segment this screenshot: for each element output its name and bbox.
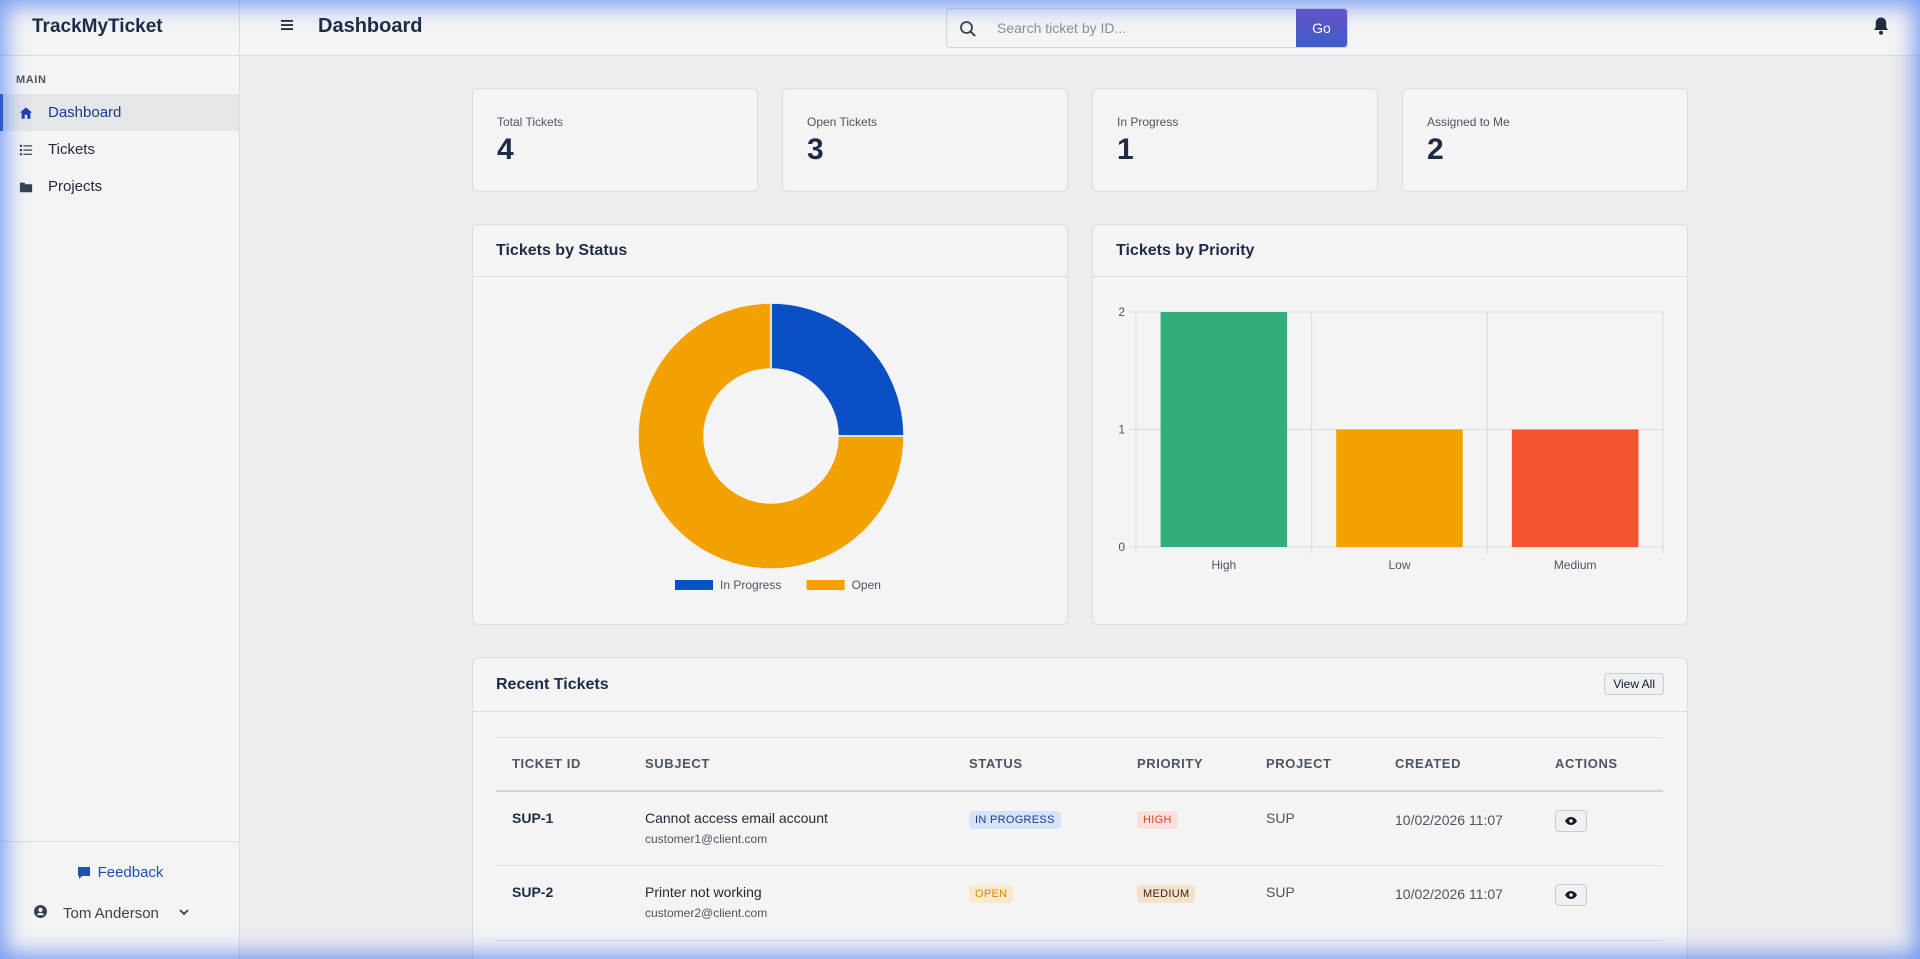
priority-badge: MEDIUM	[1137, 885, 1196, 903]
eye-icon	[1565, 891, 1577, 899]
stat-card-total-tickets: Total Tickets 4	[472, 88, 758, 192]
user-menu[interactable]: Tom Anderson	[0, 905, 239, 922]
sidebar-section-label: MAIN	[16, 74, 47, 86]
legend-swatch	[806, 580, 845, 590]
ticket-project: SUP	[1266, 809, 1295, 826]
y-tick-label: 0	[1118, 540, 1125, 554]
eye-icon	[1565, 816, 1577, 825]
column-header: TICKET ID	[496, 737, 629, 792]
page-title: Dashboard	[318, 15, 423, 37]
x-tick-label: Medium	[1554, 558, 1597, 572]
search-go-button[interactable]: Go	[1296, 9, 1347, 47]
stat-card-assigned-to-me: Assigned to Me 2	[1402, 88, 1688, 192]
feedback-label: Feedback	[97, 864, 164, 881]
column-header: PRIORITY	[1121, 737, 1250, 792]
feedback-button[interactable]: Feedback	[0, 864, 239, 881]
priority-badge: HIGH	[1137, 810, 1178, 829]
legend-swatch	[675, 580, 713, 590]
view-ticket-button[interactable]	[1555, 809, 1587, 832]
recent-tickets-title: Recent Tickets	[473, 658, 1687, 712]
view-ticket-button[interactable]	[1555, 884, 1587, 906]
ticket-email: customer2@client.com	[645, 906, 768, 920]
view-all-button[interactable]: View All	[1604, 673, 1664, 695]
table-row[interactable]: SUP-1 Cannot access email account custom…	[496, 790, 1663, 866]
sidebar-item-projects[interactable]: Projects	[0, 168, 239, 205]
bar	[1160, 312, 1288, 547]
recent-tickets-card: Recent Tickets View All TICKET ID SUBJEC…	[472, 657, 1688, 959]
status-badge: OPEN	[969, 885, 1014, 903]
home-icon	[18, 105, 34, 121]
ticket-created: 10/02/2026 11:07	[1395, 811, 1503, 828]
ticket-id[interactable]: SUP-2	[512, 884, 554, 900]
x-tick-label: High	[1211, 558, 1236, 572]
y-tick-label: 2	[1118, 305, 1125, 319]
status-chart-title: Tickets by Status	[473, 225, 1067, 277]
ticket-project: SUP	[1266, 884, 1295, 900]
stat-label: Assigned to Me	[1427, 115, 1510, 129]
user-name: Tom Anderson	[63, 905, 159, 922]
column-header: CREATED	[1379, 737, 1539, 792]
stat-value: 1	[1117, 133, 1134, 166]
legend-label: Open	[852, 578, 881, 592]
bar	[1336, 429, 1463, 547]
stat-value: 2	[1427, 133, 1444, 166]
sidebar-item-dashboard[interactable]: Dashboard	[0, 94, 239, 131]
notification-bell-icon[interactable]	[1872, 16, 1890, 41]
column-header: STATUS	[953, 737, 1121, 792]
sidebar-footer: Feedback Tom Anderson	[0, 841, 239, 959]
status-donut-chart: In Progress Open	[637, 302, 905, 592]
pie-slice	[637, 302, 905, 570]
stat-label: In Progress	[1117, 115, 1179, 129]
recent-tickets-table: TICKET ID SUBJECT STATUS PRIORITY PROJEC…	[496, 737, 1663, 941]
chevron-down-icon	[178, 905, 190, 922]
column-header: SUBJECT	[629, 737, 953, 792]
pie-slice	[770, 302, 905, 437]
sidebar-item-label: Projects	[48, 178, 103, 195]
search-icon	[959, 20, 977, 43]
column-header: PROJECT	[1250, 737, 1379, 792]
ticket-subject: Printer not working	[645, 884, 762, 900]
app-logo[interactable]: TrackMyTicket	[0, 0, 239, 56]
ticket-id[interactable]: SUP-1	[512, 809, 554, 826]
ticket-created: 10/02/2026 11:07	[1395, 886, 1503, 902]
stat-card-in-progress: In Progress 1	[1092, 88, 1378, 192]
hamburger-menu-icon[interactable]	[280, 18, 296, 36]
sidebar-item-label: Dashboard	[48, 104, 122, 121]
stat-value: 3	[807, 133, 824, 166]
stat-label: Total Tickets	[497, 115, 564, 129]
status-badge: IN PROGRESS	[969, 810, 1061, 829]
sidebar-item-tickets[interactable]: Tickets	[0, 131, 239, 168]
ticket-subject: Cannot access email account	[645, 809, 828, 826]
sidebar-item-label: Tickets	[48, 141, 95, 158]
list-icon	[18, 142, 34, 158]
priority-chart-card: Tickets by Priority 0 1 2 High Low Medium	[1092, 224, 1688, 625]
y-tick-label: 1	[1118, 423, 1125, 437]
bar	[1511, 429, 1639, 547]
legend-label: In Progress	[720, 578, 781, 592]
comment-icon	[77, 866, 90, 879]
priority-chart-title: Tickets by Priority	[1093, 225, 1687, 277]
column-header: ACTIONS	[1539, 737, 1663, 792]
table-header-row: TICKET ID SUBJECT STATUS PRIORITY PROJEC…	[496, 737, 1663, 792]
x-tick-label: Low	[1388, 558, 1410, 572]
stat-value: 4	[497, 133, 514, 166]
table-row[interactable]: SUP-2 Printer not working customer2@clie…	[496, 865, 1663, 941]
ticket-search: Go	[946, 8, 1348, 48]
top-bar: Dashboard Go	[240, 0, 1920, 56]
sidebar: TrackMyTicket MAIN Dashboard Tickets Pro…	[0, 0, 240, 959]
status-chart-card: Tickets by Status In Progress Open	[472, 224, 1068, 625]
priority-bar-chart: 0 1 2 High Low Medium	[1118, 305, 1664, 572]
stat-label: Open Tickets	[807, 115, 878, 129]
ticket-email: customer1@client.com	[645, 831, 768, 846]
user-circle-icon	[34, 905, 47, 922]
folder-icon	[18, 179, 34, 195]
stat-card-open-tickets: Open Tickets 3	[782, 88, 1068, 192]
search-input[interactable]	[997, 9, 1287, 47]
